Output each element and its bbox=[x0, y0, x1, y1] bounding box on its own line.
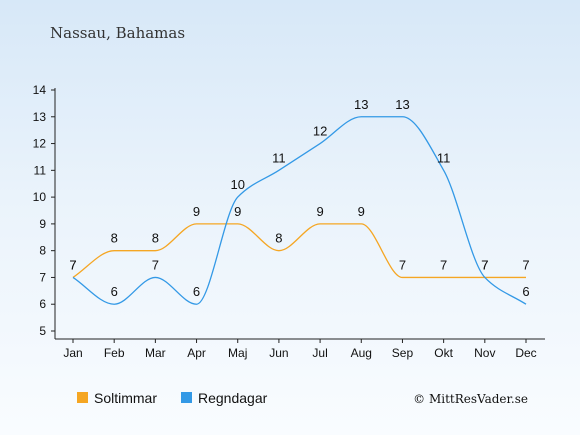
x-tick-label: Maj bbox=[228, 346, 247, 360]
x-tick-label: Jun bbox=[269, 346, 288, 360]
legend-swatch bbox=[181, 392, 192, 403]
data-label: 7 bbox=[440, 257, 447, 272]
data-label: 9 bbox=[234, 204, 241, 219]
x-tick-label: Aug bbox=[351, 346, 372, 360]
x-tick-label: Nov bbox=[474, 346, 495, 360]
y-tick-label: 10 bbox=[33, 190, 47, 204]
data-label: 7 bbox=[152, 257, 159, 272]
legend-label: Soltimmar bbox=[94, 390, 157, 406]
y-tick-label: 13 bbox=[33, 110, 47, 124]
x-tick-label: Apr bbox=[187, 346, 206, 360]
series-line-regndagar bbox=[72, 116, 527, 305]
x-tick-label: Okt bbox=[434, 346, 453, 360]
x-tick-label: Jan bbox=[63, 346, 82, 360]
data-label: 9 bbox=[358, 204, 365, 219]
x-tick-label: Feb bbox=[104, 346, 125, 360]
y-tick-label: 14 bbox=[33, 83, 47, 97]
data-label: 6 bbox=[522, 284, 529, 299]
legend-label: Regndagar bbox=[198, 390, 268, 406]
data-label: 13 bbox=[354, 97, 368, 112]
series-lines bbox=[72, 116, 527, 305]
data-label: 7 bbox=[522, 257, 529, 272]
data-label: 7 bbox=[69, 257, 76, 272]
x-tick-label: Jul bbox=[312, 346, 327, 360]
axes: 5 6 7 8 9 10 11 12 13 14 Jan Feb Mar Apr Maj Jun Jul Aug S… bbox=[33, 83, 545, 360]
y-tick-label: 11 bbox=[34, 163, 47, 177]
y-tick-label: 9 bbox=[39, 217, 46, 231]
data-label: 8 bbox=[152, 231, 159, 246]
y-tick-label: 12 bbox=[33, 137, 47, 151]
y-tick-label: 6 bbox=[39, 297, 46, 311]
data-label: 8 bbox=[111, 231, 118, 246]
data-label: 10 bbox=[230, 177, 244, 192]
credit-text: © MittResVader.se bbox=[413, 392, 528, 406]
series-line-soltimmar bbox=[72, 223, 526, 279]
data-label: 7 bbox=[399, 257, 406, 272]
x-tick-label: Dec bbox=[515, 346, 536, 360]
data-label: 7 bbox=[481, 257, 488, 272]
data-label: 6 bbox=[111, 284, 118, 299]
y-tick-label: 7 bbox=[39, 270, 46, 284]
data-label: 12 bbox=[313, 124, 327, 139]
legend: Soltimmar Regndagar bbox=[77, 390, 268, 406]
data-label: 7 bbox=[481, 257, 488, 272]
data-label: 11 bbox=[437, 150, 451, 165]
chart-title: Nassau, Bahamas bbox=[50, 24, 185, 42]
data-label: 9 bbox=[193, 204, 200, 219]
data-label: 11 bbox=[272, 150, 286, 165]
y-tick-label: 8 bbox=[39, 244, 46, 258]
data-label: 13 bbox=[395, 97, 409, 112]
y-tick-label: 5 bbox=[39, 324, 46, 338]
data-label: 6 bbox=[193, 284, 200, 299]
x-tick-label: Sep bbox=[392, 346, 414, 360]
data-label: 7 bbox=[69, 257, 76, 272]
data-label: 9 bbox=[316, 204, 323, 219]
data-label: 8 bbox=[275, 231, 282, 246]
legend-swatch bbox=[77, 392, 88, 403]
x-tick-label: Mar bbox=[145, 346, 166, 360]
